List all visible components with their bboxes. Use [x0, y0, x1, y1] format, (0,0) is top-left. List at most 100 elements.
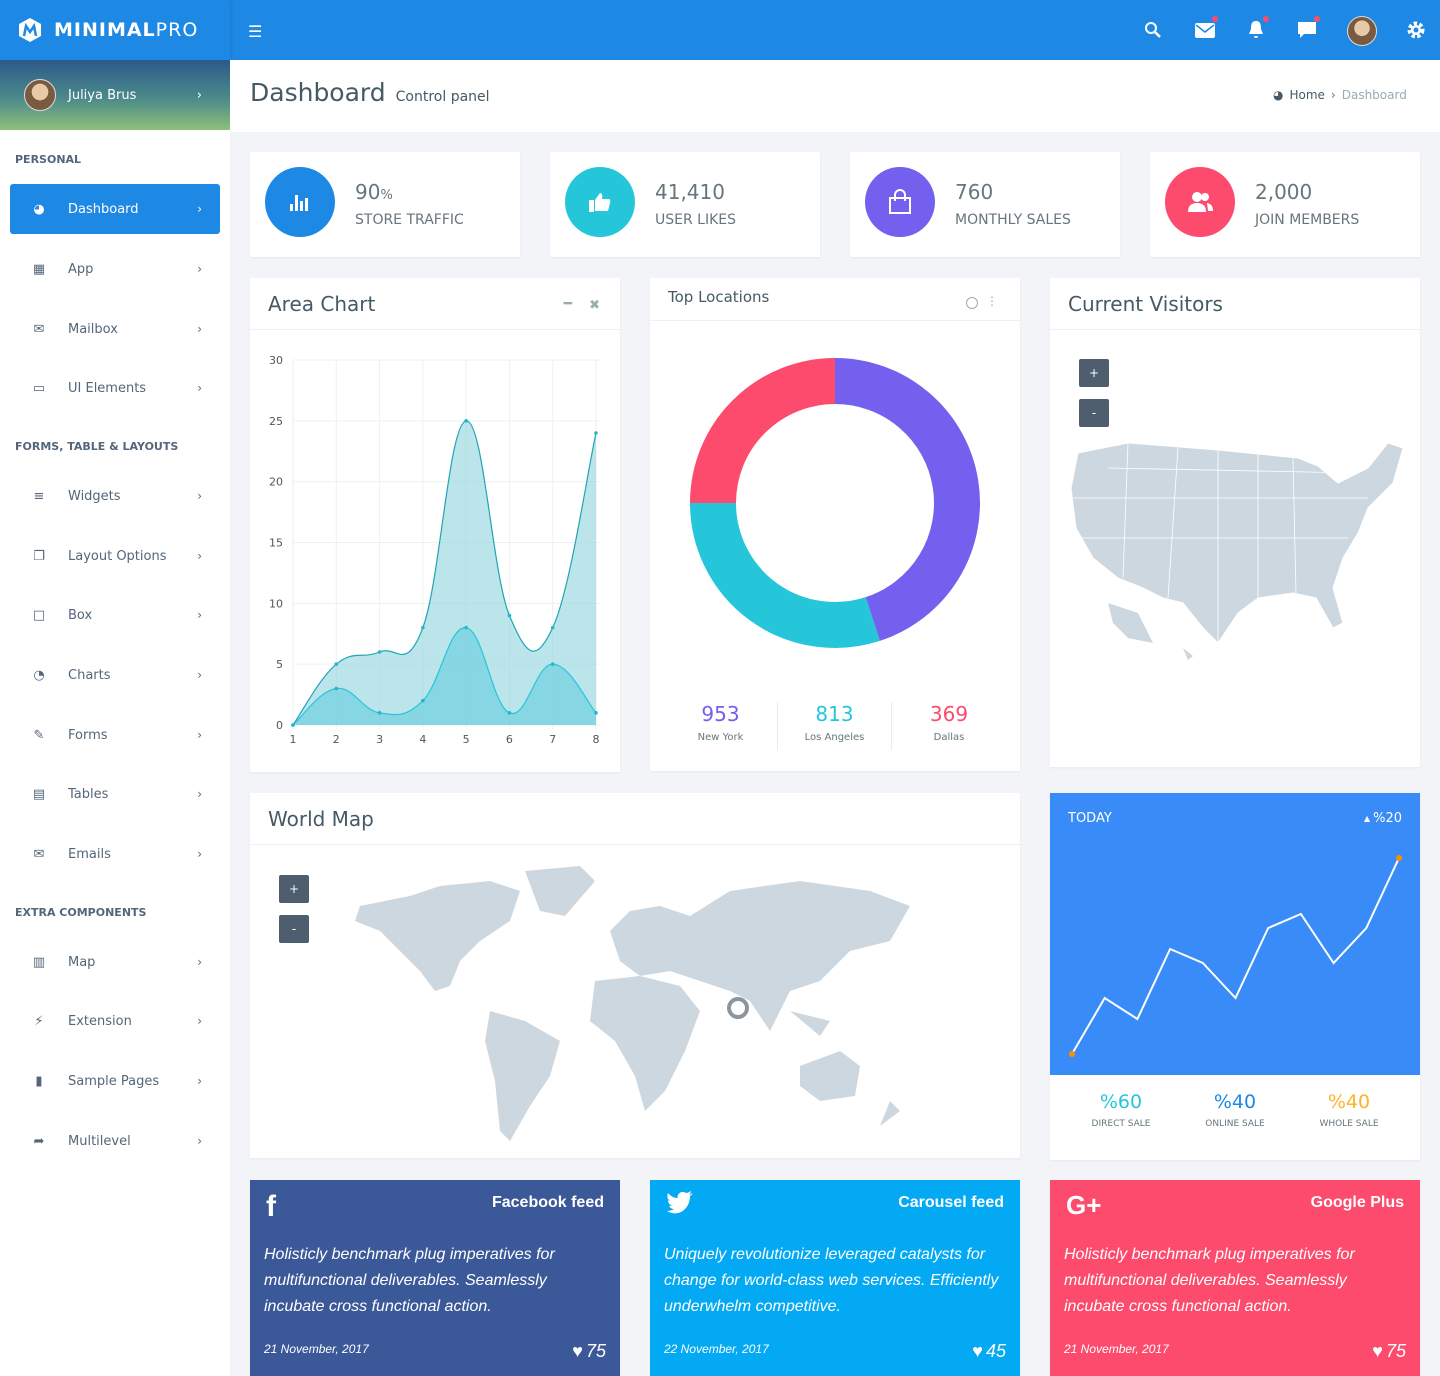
sidebar-item-label: Multilevel: [68, 1133, 131, 1149]
data-point[interactable]: [594, 431, 598, 435]
world-map[interactable]: [350, 861, 920, 1146]
chevron-right-icon: ›: [197, 202, 202, 216]
sidebar-item-label: Box: [68, 607, 93, 623]
today-stat-label: DIRECT SALE: [1091, 1119, 1151, 1129]
sidebar-item-mailbox[interactable]: ✉ Mailbox ›: [10, 304, 220, 354]
sidebar-item-charts[interactable]: ◔ Charts ›: [10, 650, 220, 700]
more-vertical-icon[interactable]: ⋮: [986, 294, 998, 308]
y-tick-label: 15: [269, 537, 283, 550]
sidebar-item-widgets[interactable]: ≡ Widgets ›: [10, 471, 220, 521]
chat-icon[interactable]: [1295, 16, 1320, 42]
x-tick-label: 1: [290, 733, 297, 746]
map-icon: ▥: [32, 954, 46, 970]
sidebar-item-ui-elements[interactable]: ▭ UI Elements ›: [10, 363, 220, 413]
grid-icon: ▦: [32, 261, 46, 277]
close-icon[interactable]: ✖: [589, 298, 600, 313]
data-point[interactable]: [464, 419, 468, 423]
like-button[interactable]: ♥ 45: [972, 1341, 1006, 1362]
map-marker[interactable]: [727, 997, 749, 1019]
sidebar-item-tables[interactable]: ▤ Tables ›: [10, 769, 220, 819]
bell-icon[interactable]: [1244, 16, 1269, 42]
minimize-icon[interactable]: ━: [563, 296, 572, 312]
sidebar-item-forms[interactable]: ✎ Forms ›: [10, 710, 220, 760]
donut-slice[interactable]: [834, 358, 980, 641]
dashboard-icon: ◕: [1273, 88, 1284, 102]
header-avatar[interactable]: [1347, 16, 1377, 46]
sidebar-item-multilevel[interactable]: ➦ Multilevel ›: [10, 1116, 220, 1166]
user-panel[interactable]: Juliya Brus ›: [0, 60, 230, 130]
data-point[interactable]: [421, 625, 425, 630]
facebook-icon[interactable]: f: [266, 1190, 276, 1223]
data-point[interactable]: [1396, 855, 1402, 861]
x-tick-label: 8: [593, 733, 600, 746]
zoom-out-button[interactable]: -: [1079, 399, 1109, 427]
google-plus-icon[interactable]: G+: [1066, 1190, 1102, 1220]
data-point[interactable]: [550, 625, 555, 630]
visitors-header: Current Visitors: [1050, 278, 1420, 330]
menu-toggle-icon[interactable]: ☰: [248, 22, 263, 41]
sidebar-item-layout-options[interactable]: ❐ Layout Options ›: [10, 531, 220, 581]
sidebar-item-map[interactable]: ▥ Map ›: [10, 937, 220, 987]
edit-icon: ✎: [33, 727, 45, 743]
logo[interactable]: MINIMALPRO: [0, 0, 230, 60]
users-icon: [1165, 167, 1235, 237]
sidebar-item-sample-pages[interactable]: ▮ Sample Pages ›: [10, 1056, 220, 1106]
zoom-in-button[interactable]: +: [279, 875, 309, 903]
today-stat-label: WHOLE SALE: [1319, 1119, 1379, 1129]
like-button[interactable]: ♥ 75: [572, 1341, 606, 1362]
data-point[interactable]: [377, 711, 382, 715]
feed-text: Holisticly benchmark plug imperatives fo…: [1064, 1246, 1355, 1315]
sidebar-item-label: Layout Options: [68, 548, 167, 564]
usa-map[interactable]: [1068, 438, 1408, 663]
data-point[interactable]: [421, 698, 425, 703]
caret-up-icon: ▲: [1363, 814, 1371, 823]
bars-icon: ≡: [33, 488, 45, 504]
refresh-icon[interactable]: [966, 297, 978, 309]
data-point[interactable]: [334, 686, 339, 691]
zoom-in-button[interactable]: +: [1079, 359, 1109, 387]
envelope-open-icon: ✉: [33, 846, 45, 862]
data-point[interactable]: [594, 711, 598, 715]
data-point[interactable]: [334, 662, 339, 666]
data-point[interactable]: [291, 723, 295, 727]
logo-icon: [19, 18, 41, 42]
card-title: Current Visitors: [1068, 292, 1223, 316]
y-tick-label: 10: [269, 597, 283, 610]
data-point[interactable]: [507, 613, 512, 618]
like-button[interactable]: ♥ 75: [1372, 1341, 1406, 1362]
sidebar-item-extension[interactable]: ⚡ Extension ›: [10, 996, 220, 1046]
stat-card: 41,410 USER LIKES: [550, 152, 820, 257]
page-heading: Dashboard Control panel: [250, 78, 490, 107]
sidebar-item-label: Sample Pages: [68, 1073, 160, 1089]
feed-card: f Facebook feed Holisticly benchmark plug …: [250, 1180, 620, 1376]
feed-date: 21 November, 2017: [1064, 1342, 1169, 1356]
breadcrumb-home[interactable]: Home: [1289, 88, 1325, 102]
search-icon[interactable]: [1141, 18, 1165, 42]
chevron-right-icon: ›: [197, 1014, 202, 1028]
data-point[interactable]: [1069, 1051, 1075, 1057]
area-chart-card: Area Chart ━ ✖ 0 5 10 15 20 25 30 1 2 3 4 5 6 7 8: [250, 278, 620, 772]
mail-icon[interactable]: [1193, 16, 1218, 42]
chevron-right-icon: ›: [197, 1134, 202, 1148]
zoom-out-button[interactable]: -: [279, 915, 309, 943]
sidebar-item-box[interactable]: □ Box ›: [10, 590, 220, 640]
y-tick-label: 5: [276, 658, 283, 671]
data-point[interactable]: [507, 711, 512, 715]
gear-icon[interactable]: [1404, 18, 1428, 42]
sidebar-item-dashboard[interactable]: ◕ Dashboard ›: [10, 184, 220, 234]
twitter-icon[interactable]: [666, 1190, 694, 1219]
feed-title: Carousel feed: [898, 1194, 1004, 1211]
sidebar-item-emails[interactable]: ✉ Emails ›: [10, 829, 220, 879]
data-point[interactable]: [464, 625, 468, 630]
like-count: 75: [585, 1341, 606, 1361]
user-avatar: [24, 79, 56, 111]
sidebar-item-app[interactable]: ▦ App ›: [10, 244, 220, 294]
data-point[interactable]: [550, 662, 555, 666]
card-title: Top Locations: [668, 288, 770, 306]
donut-slice[interactable]: [690, 502, 880, 648]
card-title: Area Chart: [268, 292, 376, 316]
sidebar: [0, 60, 230, 1376]
data-point[interactable]: [377, 650, 382, 654]
feed-title: Google Plus: [1310, 1194, 1404, 1211]
donut-slice[interactable]: [690, 358, 836, 504]
